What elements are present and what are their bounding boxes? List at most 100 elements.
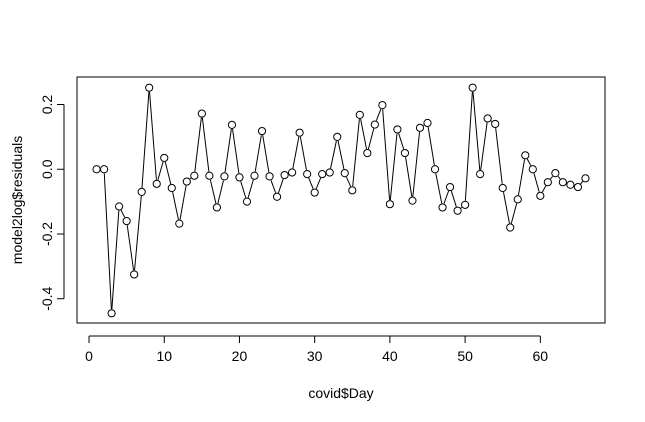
data-point [378,101,387,110]
line-segment [189,177,192,180]
x-tick-label: 40 [382,348,398,364]
line-segment [299,136,307,171]
line-segment [375,108,382,121]
data-point [385,200,394,209]
x-tick-label: 20 [232,348,248,364]
data-point [370,120,379,129]
line-segment [232,128,240,174]
line-segment [460,207,463,209]
line-segment [209,179,217,204]
data-point [430,165,440,174]
data-point [468,83,477,92]
line-segment [464,91,473,201]
line-segment [330,140,337,169]
line-segment [580,181,584,185]
data-point [340,169,349,178]
data-point [408,196,417,205]
data-point [453,206,462,215]
data-point [566,180,575,189]
line-segment [315,177,322,189]
plot-box [76,76,606,324]
data-point [438,203,447,212]
line-segment [495,128,503,184]
data-point [558,178,567,187]
data-point [355,110,364,119]
data-point [122,216,131,226]
line-segment [141,91,150,188]
line-segment [472,91,481,170]
line-segment [292,136,300,169]
x-axis-label: covid$Day [308,385,373,401]
line-segment [103,173,112,310]
line-segment [337,140,345,170]
data-point [190,171,199,180]
data-point [212,203,221,212]
data-point [528,165,537,174]
x-tick-label: 0 [85,348,93,364]
y-axis-label: model2log$residuals [9,136,25,264]
line-segment [262,135,270,173]
x-axis: 0 10 20 30 40 50 60 [85,335,549,364]
data-point [521,151,530,160]
line-segment [510,203,518,224]
data-point [393,125,402,134]
line-segment [450,190,457,207]
data-point [145,83,154,92]
line-segment [557,176,561,180]
line-segment [367,128,375,150]
line-segment [201,117,210,172]
data-point [415,123,425,132]
data-point [363,148,372,158]
line-segment [240,181,247,198]
data-point [513,195,522,204]
line-segment [247,179,254,198]
data-point [152,179,161,188]
data-point [205,171,214,180]
line-segment [389,133,398,201]
data-point [235,173,244,182]
data-point [445,182,455,192]
data-point [461,200,470,209]
y-tick-label: 0.0 [39,159,55,179]
data-point [115,202,124,211]
data-point [498,183,507,193]
line-segment [405,157,413,197]
series-line [103,91,584,310]
line-segment [503,192,510,224]
line-segment [149,91,157,180]
data-point [348,186,357,195]
line-segment [541,185,547,193]
data-point [92,165,101,174]
line-segment [134,196,142,271]
line-segment [120,209,126,218]
line-segment [443,190,450,204]
x-tick-label: 10 [156,348,172,364]
data-point [325,168,334,177]
line-segment [277,178,284,193]
line-segment [526,158,532,166]
line-segment [126,225,135,271]
line-segment [179,185,187,220]
data-point [197,109,206,118]
data-points [92,83,590,318]
data-point [220,172,229,181]
y-tick-label: -0.2 [39,222,55,246]
line-segment [157,161,164,180]
y-tick-label: -0.4 [39,286,55,310]
line-segment [164,161,172,185]
data-point [250,171,259,180]
x-tick-label: 60 [533,348,549,364]
data-point [137,187,146,197]
line-segment [270,180,277,193]
line-segment [308,177,314,189]
data-point [130,270,139,279]
data-point [400,148,410,158]
line-segment [533,173,540,192]
data-point [182,177,191,186]
data-point [242,197,252,206]
data-point [288,168,297,177]
data-point [175,219,184,228]
line-segment [382,109,391,201]
data-point [227,120,237,130]
